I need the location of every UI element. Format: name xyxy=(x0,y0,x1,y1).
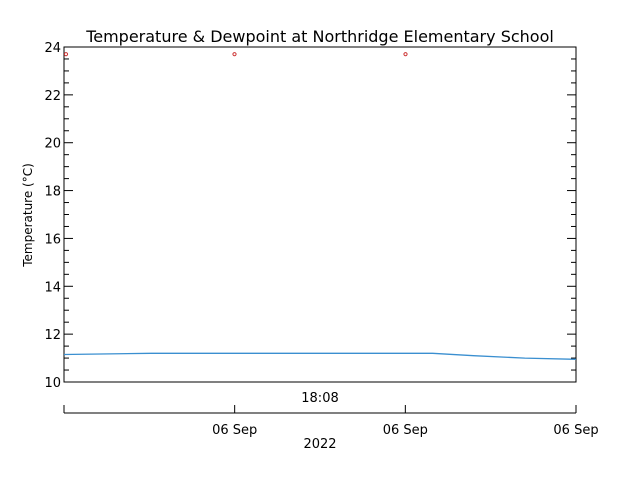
time-axis-ticks xyxy=(63,405,577,413)
date-tick-label: 06 Sep xyxy=(553,423,598,438)
date-tick-label: 06 Sep xyxy=(212,423,257,438)
temperature-point xyxy=(403,52,408,57)
y-axis-ticks xyxy=(64,46,576,383)
temperature-point xyxy=(63,52,69,57)
y-tick-label: 18 xyxy=(44,185,61,200)
dewpoint-series-line xyxy=(63,352,577,360)
y-axis-label: Temperature (°C) xyxy=(21,163,35,268)
y-tick-label: 20 xyxy=(44,137,61,152)
plot-frame xyxy=(63,46,577,383)
series-line-group xyxy=(63,352,577,360)
time-label: 18:08 xyxy=(301,391,338,406)
y-tick-label: 12 xyxy=(44,328,61,343)
y-tick-label: 10 xyxy=(44,376,61,391)
y-tick-label: 16 xyxy=(44,232,61,247)
chart-title: Temperature & Dewpoint at Northridge Ele… xyxy=(85,27,554,46)
series-points-group xyxy=(63,52,408,57)
y-axis-tick-labels: 10 12 14 16 18 20 22 24 xyxy=(44,41,61,391)
year-label: 2022 xyxy=(303,437,336,452)
date-tick-label: 06 Sep xyxy=(383,423,428,438)
temperature-point xyxy=(232,52,237,57)
y-tick-label: 22 xyxy=(44,89,61,104)
y-tick-label: 14 xyxy=(44,280,61,295)
time-axis-tick-labels: 06 Sep 06 Sep 06 Sep xyxy=(212,423,599,438)
y-tick-label: 24 xyxy=(44,41,61,56)
